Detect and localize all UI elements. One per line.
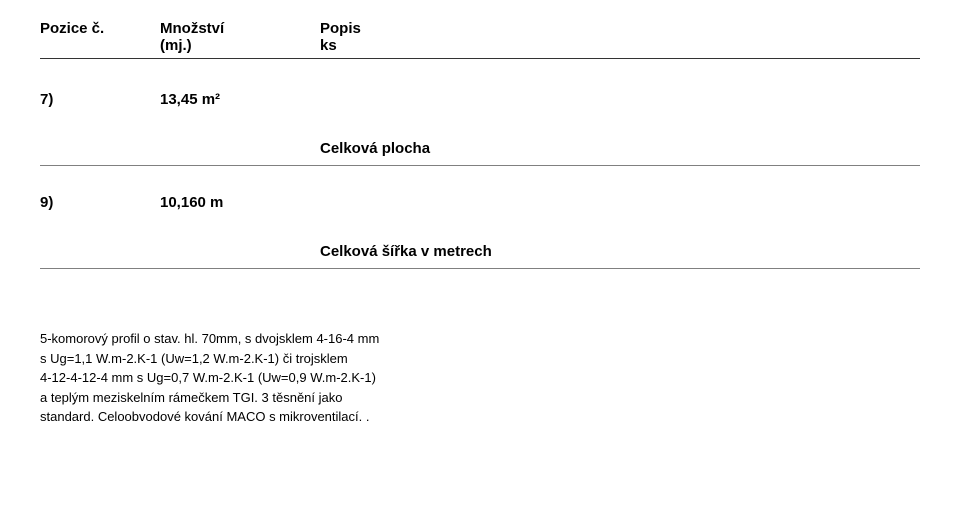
header-desc-label2: ks [320,37,337,54]
footer-line2: s Ug=1,1 W.m-2.K-1 (Uw=1,2 W.m-2.K-1) či… [40,351,348,366]
row-position: 9) [40,194,160,211]
row-section-1: 7) 13,45 m² Celková plocha [40,67,920,166]
header-quantity-label1: Množství [160,20,224,37]
row-description: Celková šířka v metrech [40,219,920,268]
footer-line3: 4-12-4-12-4 mm s Ug=0,7 W.m-2.K-1 (Uw=0,… [40,370,376,385]
footer-line1: 5-komorový profil o stav. hl. 70mm, s dv… [40,331,379,346]
row-section-2: 9) 10,160 m Celková šířka v metrech [40,170,920,269]
row-description: Celková plocha [40,116,920,165]
header-position-label: Pozice č. [40,20,104,37]
header-desc-label1: Popis [320,20,361,37]
header-quantity-label2: (mj.) [160,37,192,54]
table-row: 9) 10,160 m [40,170,920,219]
table-row: 7) 13,45 m² [40,67,920,116]
footer-line4: a teplým meziskelním rámečkem TGI. 3 těs… [40,390,342,405]
header-quantity: Množství (mj.) [160,20,320,54]
row-quantity: 13,45 m² [160,91,320,108]
header-description: Popis ks [320,20,920,54]
table-header: Pozice č. Množství (mj.) Popis ks [40,20,920,59]
footer-line5: standard. Celoobvodové kování MACO s mik… [40,409,369,424]
header-position: Pozice č. [40,20,160,54]
row-quantity: 10,160 m [160,194,320,211]
footer-note: 5-komorový profil o stav. hl. 70mm, s dv… [40,329,460,427]
row-position: 7) [40,91,160,108]
